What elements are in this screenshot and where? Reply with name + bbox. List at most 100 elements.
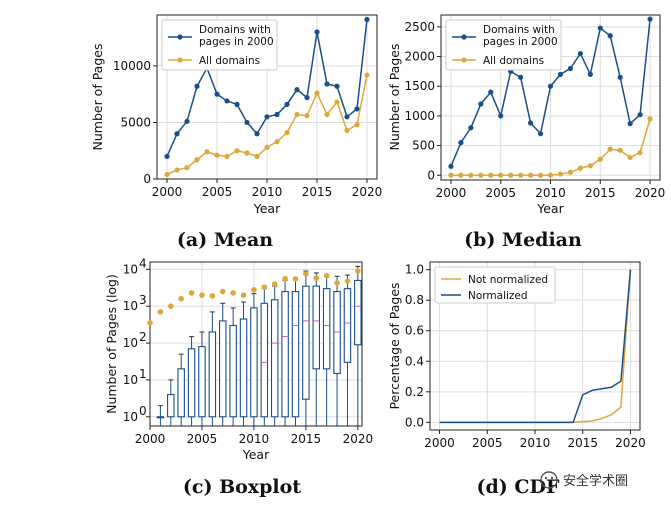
plot-border [149, 261, 363, 427]
mean-point [230, 290, 236, 296]
x-tick-label: 2000 [424, 436, 455, 450]
y-tick-exponent: 0 [139, 404, 147, 418]
data-point [577, 50, 583, 57]
y-tick-exponent: 1 [139, 367, 147, 381]
box-2003 [177, 353, 185, 426]
data-point [164, 171, 170, 178]
data-point [468, 125, 474, 131]
box-2012 [270, 285, 279, 426]
legend-marker [461, 57, 467, 63]
box-iqr [302, 285, 310, 400]
panel-median: 2000 2005 2010 2015 2020 0 500 1000 1500 2000 2500… [387, 14, 666, 251]
x-tick-label: 2005 [202, 185, 233, 199]
data-point [448, 172, 454, 178]
data-point [488, 89, 494, 95]
data-point [354, 106, 360, 112]
x-tick-label: 2020 [352, 185, 383, 199]
box-2013 [281, 279, 289, 426]
box-iqr [198, 346, 206, 418]
data-point [458, 140, 464, 146]
y-tick-exponent: 2 [139, 330, 147, 344]
box-iqr [312, 285, 321, 370]
data-point [607, 146, 613, 152]
y-tick-exponent: 4 [139, 256, 147, 270]
data-point [518, 74, 524, 80]
box-iqr [354, 279, 362, 346]
data-point [468, 172, 474, 178]
box-iqr [343, 288, 352, 363]
mean-point [251, 286, 257, 293]
data-point [214, 152, 220, 158]
x-tick-label: 2000 [135, 432, 166, 446]
legend: Not normalized Normalized [434, 266, 556, 304]
data-point [557, 71, 564, 77]
box-iqr [208, 331, 217, 418]
box-2014 [291, 278, 300, 426]
data-point [284, 130, 290, 136]
x-axis-label: Year [253, 201, 281, 216]
data-point [547, 83, 554, 89]
box-2005 [198, 331, 206, 426]
data-point [527, 120, 534, 126]
box-iqr [322, 288, 331, 370]
data-point [617, 74, 623, 80]
data-point [647, 16, 653, 22]
box-2010 [250, 293, 258, 426]
data-point [344, 127, 350, 133]
mean-point [209, 293, 216, 299]
data-point [587, 163, 593, 169]
data-point [567, 65, 574, 72]
x-tick-label: 2015 [567, 436, 598, 450]
y-axis-label: Number of Pages (log) [104, 274, 119, 414]
box-2015 [302, 270, 310, 426]
data-point [284, 101, 290, 107]
y-tick-exponent: 3 [139, 293, 147, 307]
y-tick-label: 1.0 [405, 263, 424, 277]
y-axis-label: Percentage of Pages [387, 282, 402, 409]
data-point [518, 172, 524, 178]
wechat-icon [540, 471, 558, 489]
panel-mean: 2000 2005 2010 2015 2020 0 5000 10000 Domains wi… [90, 14, 383, 251]
data-point [264, 144, 270, 150]
data-point [294, 87, 300, 93]
y-tick-label: 0.6 [405, 324, 424, 338]
data-point [617, 147, 623, 153]
box-2009 [239, 301, 248, 426]
data-point [498, 172, 504, 178]
y-tick-label: 10 [123, 262, 138, 276]
box-iqr [167, 394, 175, 418]
panel-cdf: 2000 2005 2010 2015 2020 0.0 0.2 0.4 0.6 0.8 1.0 No… [387, 261, 646, 498]
box-2002 [167, 379, 175, 426]
y-tick-label: 10 [123, 373, 138, 387]
data-point [597, 25, 603, 31]
x-tick-label: 2010 [520, 436, 551, 450]
box-2006 [208, 311, 217, 426]
box-iqr [156, 416, 165, 419]
mean-point [147, 320, 153, 326]
box-iqr [291, 291, 300, 418]
y-tick-label: 0.0 [405, 415, 424, 429]
data-point [244, 119, 250, 126]
panel-caption: (d) CDF [477, 476, 560, 498]
data-point [448, 163, 454, 169]
mean-point [323, 272, 330, 279]
x-tick-label: 2020 [635, 186, 666, 200]
mean-point [292, 276, 299, 282]
data-point [254, 131, 260, 137]
mean-point [334, 280, 340, 286]
data-point [354, 122, 360, 128]
box-iqr [218, 320, 227, 418]
data-point [224, 153, 230, 159]
data-point [334, 99, 340, 105]
y-axis-label: Number of Pages [90, 44, 105, 151]
box-iqr [250, 307, 258, 418]
box-2004 [187, 336, 196, 426]
y-tick-label: 500 [412, 139, 435, 153]
mean-point [199, 292, 205, 298]
data-point [174, 131, 180, 137]
box-2019 [343, 274, 352, 426]
legend-label: All domains [483, 55, 544, 67]
box-iqr [333, 291, 341, 374]
data-point [274, 111, 280, 118]
plot-border [440, 14, 661, 181]
